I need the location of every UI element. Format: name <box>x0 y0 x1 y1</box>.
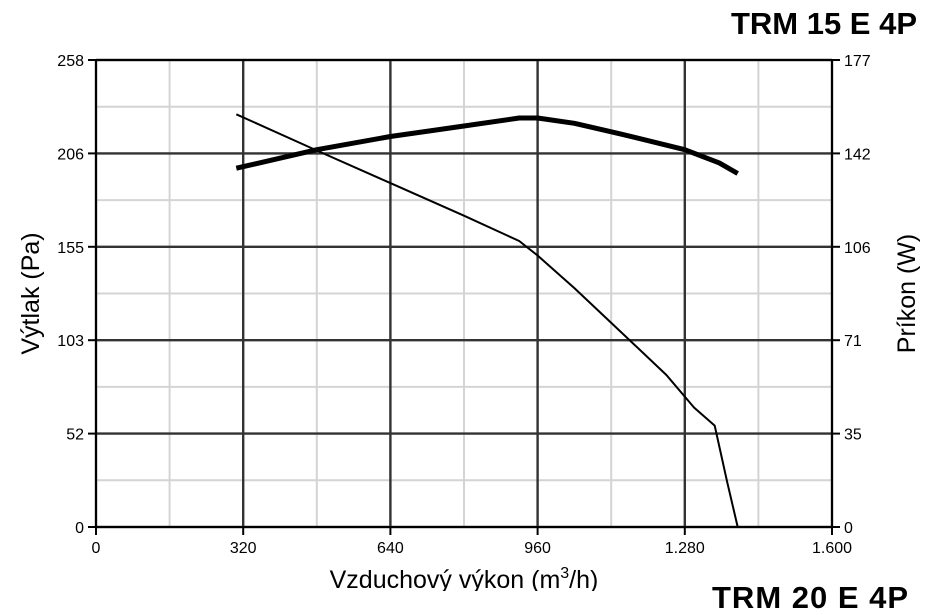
y-tick-label: 103 <box>57 333 84 350</box>
x-tick-label: 1.600 <box>812 540 852 557</box>
next-chart-title-partial: TRM 20 E 4P <box>712 580 910 615</box>
performance-chart: 0 320 640 960 1.280 1.600 0 52 103 155 206 258 0 35 71… <box>17 53 921 591</box>
x-tick-label: 960 <box>524 540 551 557</box>
x-tick-label: 640 <box>377 540 404 557</box>
y2-tick-label: 177 <box>844 53 871 70</box>
chart-title: TRM 15 E 4P <box>730 6 917 41</box>
y-tick-label: 206 <box>57 146 84 163</box>
pressure-curve <box>235 113 739 528</box>
x-axis-label: Vzduchový výkon (m3/h) <box>330 565 599 591</box>
y2-tick-label: 106 <box>844 240 871 257</box>
y-axis-label: Výtlak (Pa) <box>17 232 45 354</box>
y-tick-label: 0 <box>75 520 84 537</box>
plot-frame <box>95 59 833 528</box>
y-tick-label: 155 <box>57 240 84 257</box>
y2-tick-label: 71 <box>844 333 862 350</box>
x-tick-label: 320 <box>230 540 257 557</box>
y-tick-label: 52 <box>66 427 84 444</box>
y2-tick-label: 0 <box>844 520 853 537</box>
y2-axis-label: Príkon (W) <box>893 234 921 353</box>
y2-tick-label: 35 <box>844 427 862 444</box>
power-curve <box>235 115 739 176</box>
y-tick-label: 258 <box>57 53 84 70</box>
x-tick-label: 1.280 <box>665 540 705 557</box>
y2-tick-label: 142 <box>844 146 871 163</box>
x-tick-label: 0 <box>92 540 101 557</box>
